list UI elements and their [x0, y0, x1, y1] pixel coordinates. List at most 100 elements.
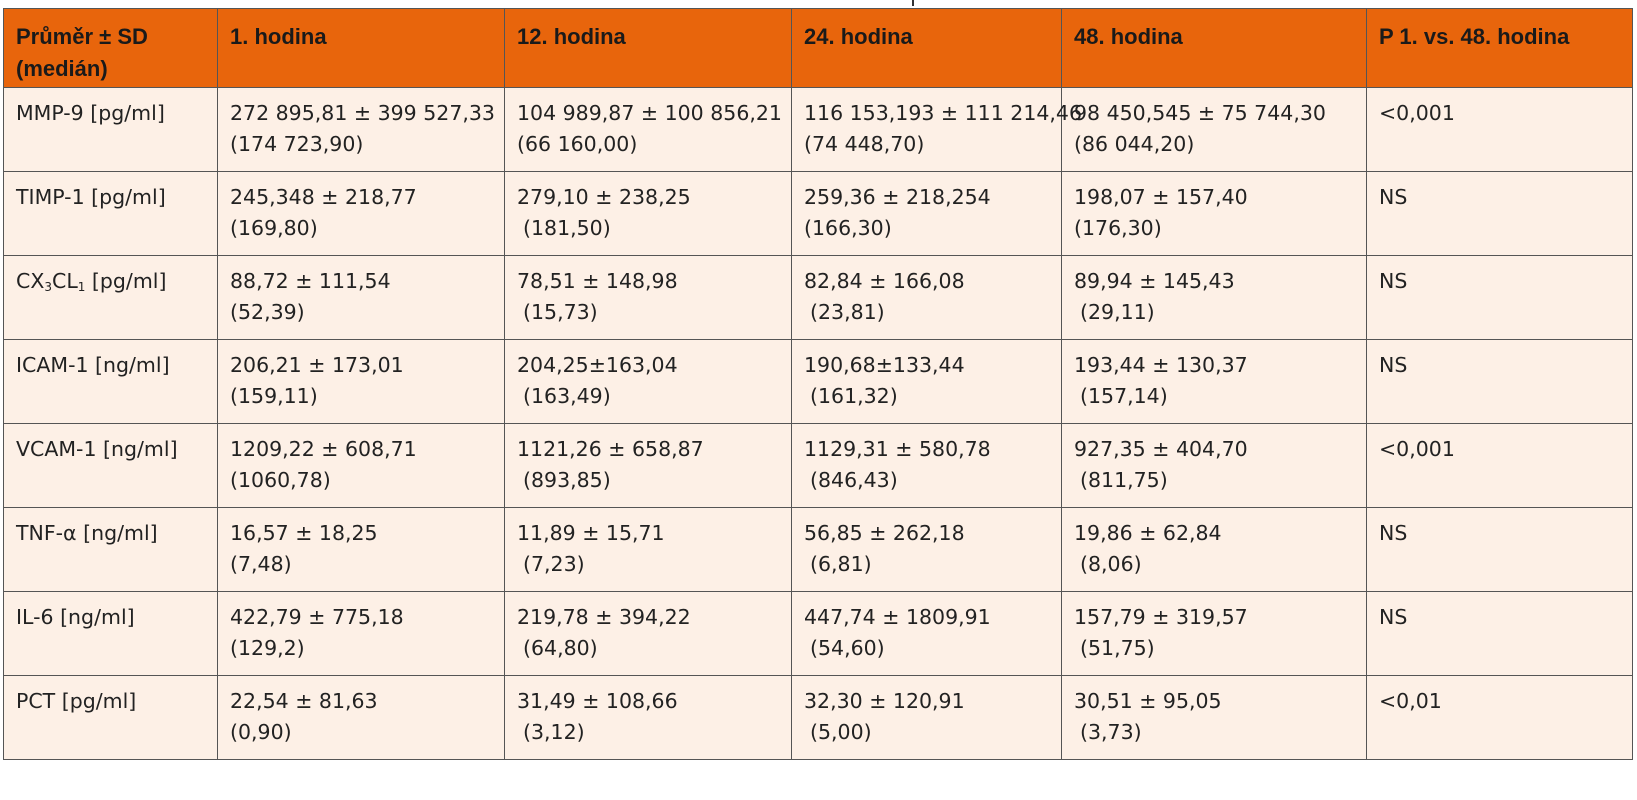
mean-sd: 245,348 ± 218,77 — [230, 185, 417, 209]
median: (86 044,20) — [1074, 132, 1195, 156]
median: (1060,78) — [230, 468, 331, 492]
median: (174 723,90) — [230, 132, 364, 156]
table-row: CX3CL1 [pg/ml] 88,72 ± 111,54 (52,39) 78,… — [3, 255, 1633, 340]
label-cl: CL — [52, 269, 78, 293]
mean-sd: 204,25±163,04 — [517, 353, 678, 377]
cell-hour-1: 16,57 ± 18,25 (7,48) — [217, 507, 505, 592]
median: (166,30) — [804, 216, 892, 240]
mean-sd: 78,51 ± 148,98 — [517, 269, 678, 293]
header-row: Průměr ± SD (medián) 1. hodina 12. hodin… — [3, 8, 1633, 88]
mean-sd: 88,72 ± 111,54 — [230, 269, 391, 293]
table-header: Průměr ± SD (medián) 1. hodina 12. hodin… — [3, 8, 1633, 88]
median: (5,00) — [810, 720, 872, 744]
cell-hour-24: 1129,31 ± 580,78 (846,43) — [791, 423, 1062, 508]
cell-hour-12: 279,10 ± 238,25 (181,50) — [504, 171, 792, 256]
cell-hour-48: 89,94 ± 145,43 (29,11) — [1061, 255, 1367, 340]
row-label: ICAM-1 [ng/ml] — [3, 339, 218, 424]
cell-hour-24: 190,68±133,44 (161,32) — [791, 339, 1062, 424]
mean-sd: 22,54 ± 81,63 — [230, 689, 378, 713]
median: (3,12) — [523, 720, 585, 744]
table-row: ICAM-1 [ng/ml] 206,21 ± 173,01 (159,11) 2… — [3, 339, 1633, 424]
cell-hour-48: 157,79 ± 319,57 (51,75) — [1061, 591, 1367, 676]
header-hour-12: 12. hodina — [504, 8, 792, 88]
median: (23,81) — [810, 300, 885, 324]
cell-hour-12: 204,25±163,04 (163,49) — [504, 339, 792, 424]
cell-hour-1: 1209,22 ± 608,71 (1060,78) — [217, 423, 505, 508]
table-row: TIMP-1 [pg/ml] 245,348 ± 218,77 (169,80) … — [3, 171, 1633, 256]
median: (159,11) — [230, 384, 318, 408]
median: (3,73) — [1080, 720, 1142, 744]
cell-hour-12: 104 989,87 ± 100 856,21 (66 160,00) — [504, 87, 792, 172]
cell-hour-24: 82,84 ± 166,08 (23,81) — [791, 255, 1062, 340]
median: (181,50) — [523, 216, 611, 240]
mean-sd: 279,10 ± 238,25 — [517, 185, 691, 209]
row-label: VCAM-1 [ng/ml] — [3, 423, 218, 508]
header-hour-24: 24. hodina — [791, 8, 1062, 88]
cell-hour-48: 98 450,545 ± 75 744,30 (86 044,20) — [1061, 87, 1367, 172]
header-hour-48: 48. hodina — [1061, 8, 1367, 88]
mean-sd: 193,44 ± 130,37 — [1074, 353, 1248, 377]
cell-hour-24: 447,74 ± 1809,91 (54,60) — [791, 591, 1062, 676]
header-p-value: P 1. vs. 48. hodina — [1366, 8, 1633, 88]
mean-sd: 272 895,81 ± 399 527,33 — [230, 101, 495, 125]
median: (0,90) — [230, 720, 292, 744]
mean-sd: 32,30 ± 120,91 — [804, 689, 965, 713]
cell-p-value: <0,01 — [1366, 675, 1633, 760]
header-stat-line1: Průměr ± SD — [16, 24, 148, 49]
table-row: MMP-9 [pg/ml] 272 895,81 ± 399 527,33 (17… — [3, 87, 1633, 172]
mean-sd: 31,49 ± 108,66 — [517, 689, 678, 713]
cell-hour-24: 116 153,193 ± 111 214,46 (74 448,70) — [791, 87, 1083, 172]
cell-p-value: NS — [1366, 339, 1633, 424]
median: (157,14) — [1080, 384, 1168, 408]
mean-sd: 1129,31 ± 580,78 — [804, 437, 991, 461]
cell-hour-48: 198,07 ± 157,40 (176,30) — [1061, 171, 1367, 256]
mean-sd: 1121,26 ± 658,87 — [517, 437, 704, 461]
mean-sd: 19,86 ± 62,84 — [1074, 521, 1222, 545]
cell-hour-1: 22,54 ± 81,63 (0,90) — [217, 675, 505, 760]
median: (64,80) — [523, 636, 598, 660]
cell-hour-1: 422,79 ± 775,18 (129,2) — [217, 591, 505, 676]
cell-hour-12: 11,89 ± 15,71 (7,23) — [504, 507, 792, 592]
median: (176,30) — [1074, 216, 1162, 240]
header-stat-label: Průměr ± SD (medián) — [3, 8, 218, 88]
mean-sd: 1209,22 ± 608,71 — [230, 437, 417, 461]
median: (15,73) — [523, 300, 598, 324]
row-label: CX3CL1 [pg/ml] — [3, 255, 218, 340]
label-cx: CX — [16, 269, 45, 293]
row-label: MMP-9 [pg/ml] — [3, 87, 218, 172]
median: (29,11) — [1080, 300, 1155, 324]
label-sub-1: 1 — [77, 280, 86, 294]
median: (129,2) — [230, 636, 305, 660]
mean-sd: 30,51 ± 95,05 — [1074, 689, 1222, 713]
median: (163,49) — [523, 384, 611, 408]
median: (893,85) — [523, 468, 611, 492]
header-stat-line2: (medián) — [16, 56, 108, 81]
median: (54,60) — [810, 636, 885, 660]
cell-hour-1: 245,348 ± 218,77 (169,80) — [217, 171, 505, 256]
cell-hour-12: 1121,26 ± 658,87 (893,85) — [504, 423, 792, 508]
median: (8,06) — [1080, 552, 1142, 576]
mean-sd: 116 153,193 ± 111 214,46 — [804, 101, 1083, 125]
row-label: TIMP-1 [pg/ml] — [3, 171, 218, 256]
row-label: PCT [pg/ml] — [3, 675, 218, 760]
cell-hour-24: 56,85 ± 262,18 (6,81) — [791, 507, 1062, 592]
row-label: IL-6 [ng/ml] — [3, 591, 218, 676]
mean-sd: 259,36 ± 218,254 — [804, 185, 991, 209]
cell-hour-24: 32,30 ± 120,91 (5,00) — [791, 675, 1062, 760]
median: (66 160,00) — [517, 132, 638, 156]
mean-sd: 16,57 ± 18,25 — [230, 521, 378, 545]
cell-hour-1: 206,21 ± 173,01 (159,11) — [217, 339, 505, 424]
cell-hour-1: 88,72 ± 111,54 (52,39) — [217, 255, 505, 340]
mean-sd: 56,85 ± 262,18 — [804, 521, 965, 545]
cell-hour-1: 272 895,81 ± 399 527,33 (174 723,90) — [217, 87, 505, 172]
label-sub-3: 3 — [44, 280, 52, 294]
mean-sd: 82,84 ± 166,08 — [804, 269, 965, 293]
table-row: IL-6 [ng/ml] 422,79 ± 775,18 (129,2) 219,… — [3, 591, 1633, 676]
median: (161,32) — [810, 384, 898, 408]
median: (169,80) — [230, 216, 318, 240]
median: (846,43) — [810, 468, 898, 492]
mean-sd: 198,07 ± 157,40 — [1074, 185, 1248, 209]
cell-hour-12: 219,78 ± 394,22 (64,80) — [504, 591, 792, 676]
table-row: PCT [pg/ml] 22,54 ± 81,63 (0,90) 31,49 ± … — [3, 675, 1633, 760]
